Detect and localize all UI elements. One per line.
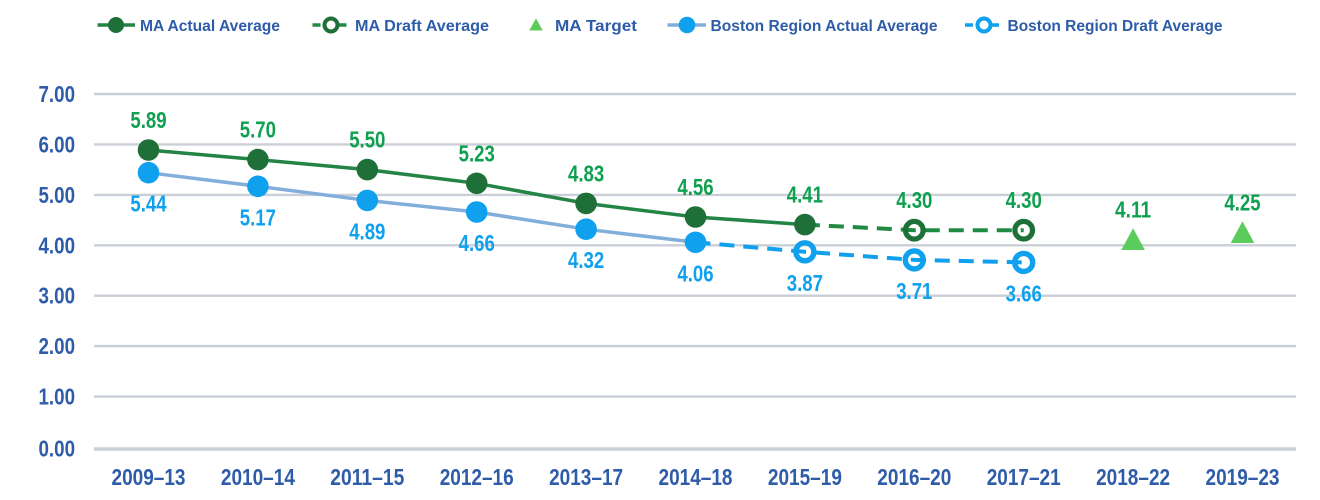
svg-text:3.71: 3.71 (896, 278, 932, 304)
svg-text:2.00: 2.00 (39, 333, 76, 359)
svg-text:MA Actual Average: MA Actual Average (140, 18, 280, 35)
svg-text:2016–20: 2016–20 (877, 464, 951, 490)
svg-text:Boston Region Actual Average: Boston Region Actual Average (711, 18, 938, 35)
svg-text:4.66: 4.66 (459, 230, 495, 256)
svg-text:4.30: 4.30 (896, 187, 932, 213)
svg-text:4.30: 4.30 (1006, 187, 1042, 213)
svg-text:5.23: 5.23 (459, 140, 495, 166)
svg-text:4.56: 4.56 (677, 174, 713, 200)
svg-text:5.89: 5.89 (130, 107, 166, 133)
svg-text:3.87: 3.87 (787, 270, 823, 296)
svg-text:5.50: 5.50 (349, 127, 385, 153)
svg-text:3.00: 3.00 (39, 283, 76, 309)
svg-text:2019–23: 2019–23 (1206, 464, 1280, 490)
svg-text:2011–15: 2011–15 (330, 464, 404, 490)
svg-text:2014–18: 2014–18 (659, 464, 733, 490)
svg-text:2017–21: 2017–21 (987, 464, 1061, 490)
svg-text:4.32: 4.32 (568, 247, 604, 273)
svg-text:5.44: 5.44 (130, 191, 166, 217)
svg-text:6.00: 6.00 (39, 131, 76, 157)
svg-text:MA Target: MA Target (555, 18, 638, 35)
svg-text:Boston Region Draft Average: Boston Region Draft Average (1008, 18, 1223, 35)
svg-text:4.83: 4.83 (568, 160, 604, 186)
svg-text:7.00: 7.00 (39, 81, 76, 107)
svg-text:4.06: 4.06 (677, 260, 713, 286)
svg-text:5.70: 5.70 (240, 117, 276, 143)
svg-text:3.66: 3.66 (1006, 280, 1042, 306)
svg-text:1.00: 1.00 (39, 384, 76, 410)
svg-text:4.25: 4.25 (1224, 190, 1260, 216)
svg-text:5.00: 5.00 (39, 182, 76, 208)
svg-text:5.17: 5.17 (240, 204, 276, 230)
svg-text:2013–17: 2013–17 (549, 464, 623, 490)
svg-text:2012–16: 2012–16 (440, 464, 514, 490)
svg-text:2018–22: 2018–22 (1096, 464, 1170, 490)
svg-text:4.89: 4.89 (349, 218, 385, 244)
svg-text:2015–19: 2015–19 (768, 464, 842, 490)
svg-text:4.00: 4.00 (39, 232, 76, 258)
svg-text:0.00: 0.00 (39, 436, 76, 462)
svg-text:2010–14: 2010–14 (221, 464, 295, 490)
svg-text:MA Draft Average: MA Draft Average (355, 18, 489, 35)
svg-text:2009–13: 2009–13 (112, 464, 186, 490)
svg-text:4.41: 4.41 (787, 182, 823, 208)
svg-text:4.11: 4.11 (1115, 197, 1151, 223)
